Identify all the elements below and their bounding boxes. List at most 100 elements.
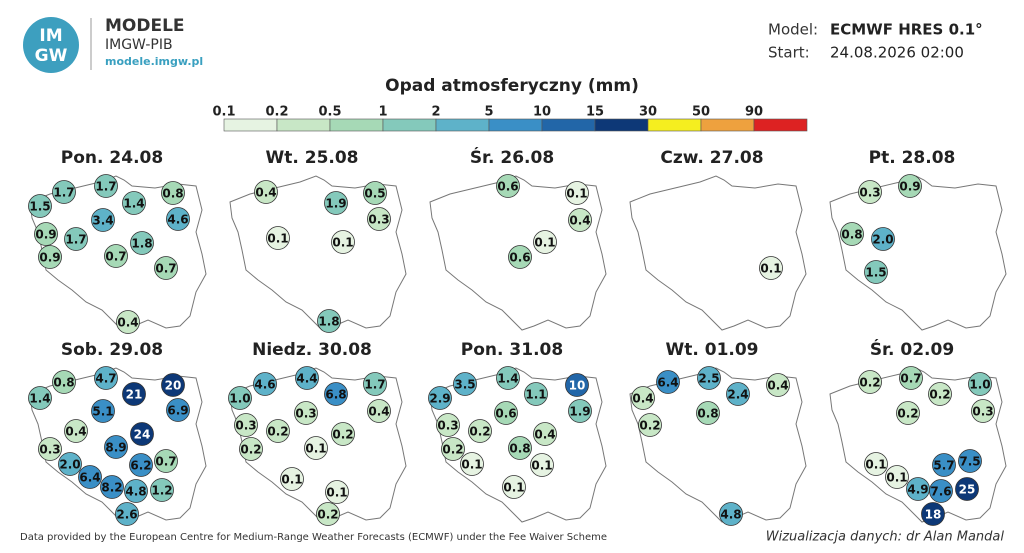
bubble-value: 0.7: [105, 250, 126, 264]
bubble-circle: [441, 437, 465, 461]
panel-title: Pt. 28.08: [869, 148, 956, 168]
bubble-value: 6.4: [657, 376, 678, 390]
map-panel: Czw. 27.08 0.1: [629, 148, 807, 331]
bubble-value: 4.8: [720, 508, 741, 522]
bubble-value: 1.0: [229, 392, 250, 406]
bubble-circle: [858, 180, 882, 204]
bubble-circle: [864, 452, 888, 476]
colorbar: 0.1 0.2 0.5 1 2 5 10 15 30 50 90: [212, 105, 808, 132]
precip-bubble: 1.7: [94, 174, 118, 198]
bubble-circle: [266, 226, 290, 250]
precip-bubble: 1.7: [52, 180, 76, 204]
bubble-circle: [91, 208, 115, 232]
bubble-circle: [166, 207, 190, 231]
precip-bubble: 0.3: [971, 399, 995, 423]
bubble-circle: [428, 386, 452, 410]
precip-bubble: 0.4: [116, 310, 140, 334]
poland-map: [629, 175, 807, 331]
bubble-value: 0.4: [632, 392, 653, 406]
panel-title: Wt. 01.09: [665, 340, 758, 360]
precip-bubble: 0.4: [533, 422, 557, 446]
bubble-circle: [864, 260, 888, 284]
bubble-circle: [324, 382, 348, 406]
map-panel: Śr. 26.08 0.6 0.1 0.4 0.1 0.6: [429, 146, 607, 331]
precip-bubble: 4.8: [124, 479, 148, 503]
precip-bubble: 4.9: [906, 477, 930, 501]
bubble-value: 0.2: [469, 425, 490, 439]
bubble-value: 0.2: [897, 407, 918, 421]
bubble-circle: [858, 370, 882, 394]
bubble-value: 8.9: [105, 441, 126, 455]
colorbar-segment: [488, 118, 543, 132]
panels: Pon. 24.08 1.7 1.7 0.8 1.5 1.4 3.4 4.6 0.9 1.7 1.8…: [28, 146, 1007, 526]
bubble-circle: [565, 373, 589, 397]
bubble-circle: [631, 386, 655, 410]
precip-bubble: 0.2: [331, 422, 355, 446]
precip-bubble: 1.8: [130, 231, 154, 255]
precip-bubble: 0.6: [496, 174, 520, 198]
precip-bubble: 0.2: [266, 419, 290, 443]
colorbar-tick: 2: [431, 105, 440, 120]
bubble-value: 0.9: [899, 180, 920, 194]
bubble-circle: [239, 437, 263, 461]
bubble-value: 0.1: [534, 236, 555, 250]
precip-bubble: 1.7: [64, 227, 88, 251]
precip-bubble: 10: [565, 373, 589, 397]
colorbar-tick: 0.1: [212, 105, 235, 120]
bubble-value: 10: [569, 379, 586, 393]
precip-bubble: 1.5: [864, 260, 888, 284]
precip-bubble: 6.4: [656, 370, 680, 394]
bubble-value: 0.9: [35, 228, 56, 242]
precip-bubble: 0.4: [766, 373, 790, 397]
bubble-circle: [294, 401, 318, 425]
bubble-circle: [161, 373, 185, 397]
colorbar-segment: [329, 118, 384, 132]
precip-bubble: 8.2: [100, 475, 124, 499]
precip-bubble: 0.4: [631, 386, 655, 410]
precip-bubble: 2.0: [871, 227, 895, 251]
bubble-circle: [34, 222, 58, 246]
bubble-value: 0.1: [305, 442, 326, 456]
bubble-value: 0.3: [235, 419, 256, 433]
precip-bubble: 0.8: [52, 370, 76, 394]
bubble-circle: [533, 230, 557, 254]
precip-bubble: 0.2: [441, 437, 465, 461]
url[interactable]: modele.imgw.pl: [105, 55, 203, 68]
precip-bubble: 0.7: [899, 366, 923, 390]
precip-bubble: 6.9: [166, 398, 190, 422]
bubble-value: 1.8: [318, 315, 339, 329]
precip-bubble: 0.1: [502, 475, 526, 499]
bubble-value: 3.5: [454, 378, 475, 392]
bubble-circle: [656, 370, 680, 394]
bubble-circle: [496, 174, 520, 198]
map-panel: Pt. 28.08 0.3 0.9 0.8 2.0 1.5: [829, 148, 1007, 331]
bubble-value: 24: [134, 428, 151, 442]
bubble-circle: [154, 256, 178, 280]
bubble-circle: [331, 422, 355, 446]
precip-bubble: 0.1: [530, 453, 554, 477]
bubble-circle: [367, 399, 391, 423]
legend-title: Opad atmosferyczny (mm): [385, 76, 639, 96]
logo-text: GW: [35, 46, 68, 66]
bubble-value: 1.9: [325, 197, 346, 211]
bubble-value: 1.4: [123, 197, 144, 211]
bubble-value: 0.2: [332, 428, 353, 442]
bubble-circle: [502, 475, 526, 499]
precip-bubble: 24: [130, 422, 154, 446]
bubble-circle: [78, 465, 102, 489]
bubble-circle: [64, 419, 88, 443]
precip-bubble: 0.8: [161, 181, 185, 205]
precip-bubble: 0.2: [928, 382, 952, 406]
bubble-value: 4.9: [907, 483, 928, 497]
bubble-value: 0.3: [859, 186, 880, 200]
precip-bubble: 1.4: [122, 191, 146, 215]
precip-bubble: 0.1: [331, 230, 355, 254]
precip-bubble: 0.2: [239, 437, 263, 461]
bubble-value: 0.3: [295, 407, 316, 421]
precip-bubble: 0.7: [154, 256, 178, 280]
colorbar-segment: [382, 118, 437, 132]
credit: Wizualizacja danych: dr Alan Mandal: [766, 530, 1005, 545]
bubble-value: 4.6: [254, 378, 275, 392]
bubble-circle: [104, 244, 128, 268]
